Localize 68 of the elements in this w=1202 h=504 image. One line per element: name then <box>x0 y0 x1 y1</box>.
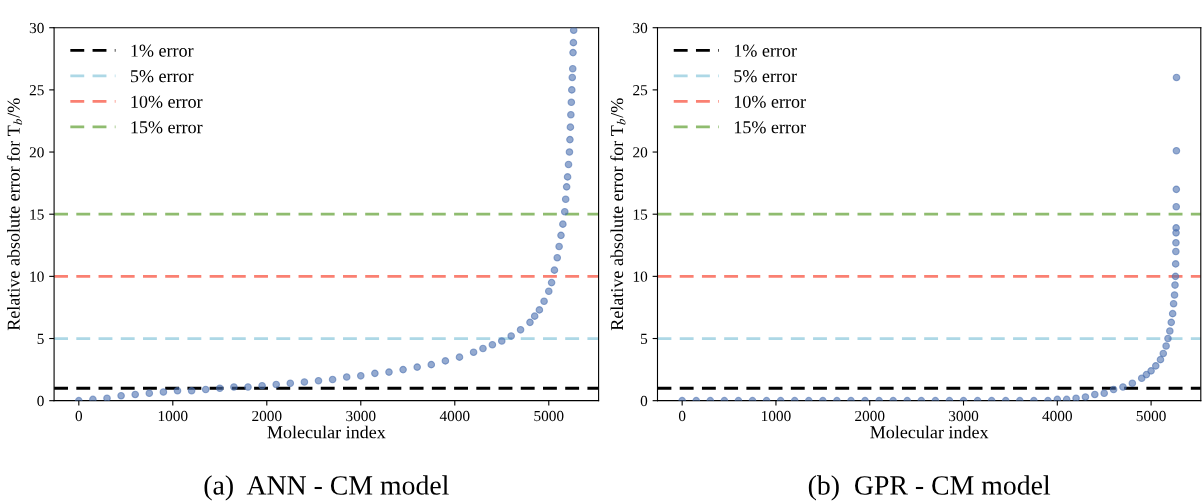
point <box>1159 349 1168 358</box>
legend-label: 5% error <box>130 70 194 83</box>
point <box>1171 260 1180 268</box>
point <box>1119 383 1127 391</box>
x-tick-label: 1000 <box>158 410 188 422</box>
point <box>1081 393 1090 401</box>
point <box>1169 299 1178 308</box>
y-tick-label: 20 <box>633 147 648 158</box>
x-axis-title: Molecular index <box>870 425 989 439</box>
point <box>1151 362 1160 370</box>
point <box>1166 327 1174 335</box>
y-tick-label: 25 <box>633 85 648 96</box>
x-tick-label: 5000 <box>534 410 564 422</box>
point <box>1072 394 1080 401</box>
point <box>1172 202 1181 211</box>
x-tick-label: 4000 <box>439 410 470 422</box>
x-tick-label: 0 <box>678 410 686 422</box>
y-axis-title: Relative absolute error for T$_{b}$/% <box>610 98 626 331</box>
point <box>1091 390 1099 399</box>
point <box>1147 367 1155 375</box>
text: (b) GPR - CM model <box>808 475 1051 501</box>
y-tick-label: 5 <box>641 333 648 344</box>
y-tick-label: 5 <box>37 333 44 344</box>
legend-label: 10% error <box>131 95 203 108</box>
point <box>1172 73 1181 82</box>
x-tick-label: 2000 <box>252 410 282 422</box>
legend-label: 15% error <box>734 121 806 134</box>
y-tick-label: 15 <box>30 209 44 220</box>
text: (a) ANN - CM model <box>204 475 449 501</box>
x-tick-label: 3000 <box>948 410 979 422</box>
y-tick-label: 25 <box>29 85 44 96</box>
point <box>1109 385 1118 394</box>
legend-label: 1% error <box>131 44 194 57</box>
point <box>1167 318 1176 327</box>
point <box>1168 309 1177 318</box>
x-tick-label: 5000 <box>1136 410 1166 422</box>
legend-label: 15% error <box>131 121 203 134</box>
legend-label: 5% error <box>734 70 797 83</box>
point <box>1170 291 1179 299</box>
point <box>1164 334 1172 343</box>
y-tick-label: 30 <box>29 22 44 34</box>
point <box>1171 272 1180 281</box>
x-tick-label: 2000 <box>855 410 885 422</box>
y-tick-label: 15 <box>633 209 648 220</box>
legend-label: 10% error <box>734 95 806 108</box>
x-tick-label: 0 <box>75 410 83 422</box>
y-tick-label: 20 <box>29 147 44 158</box>
point <box>1172 185 1181 194</box>
point <box>1171 281 1179 289</box>
point <box>1128 379 1137 388</box>
point <box>1156 355 1165 364</box>
point <box>1172 146 1181 155</box>
point <box>1100 389 1109 398</box>
point <box>1162 342 1170 350</box>
x-axis-title: Molecular index <box>267 425 386 439</box>
x-tick-label: 3000 <box>346 410 376 422</box>
x-tick-label: 4000 <box>1042 410 1072 422</box>
y-axis-title: Relative absolute error for T$_{b}$/% <box>6 98 23 331</box>
point <box>1172 247 1180 256</box>
legend-label: 1% error <box>734 44 797 57</box>
y-tick-label: 30 <box>633 22 648 34</box>
y-tick-label: 10 <box>633 271 648 282</box>
x-tick-label: 1000 <box>762 410 791 422</box>
y-tick-label: 0 <box>37 395 44 407</box>
point <box>1172 238 1180 247</box>
point <box>1172 224 1180 232</box>
y-tick-label: 10 <box>30 271 44 282</box>
y-tick-label: 0 <box>640 395 648 407</box>
